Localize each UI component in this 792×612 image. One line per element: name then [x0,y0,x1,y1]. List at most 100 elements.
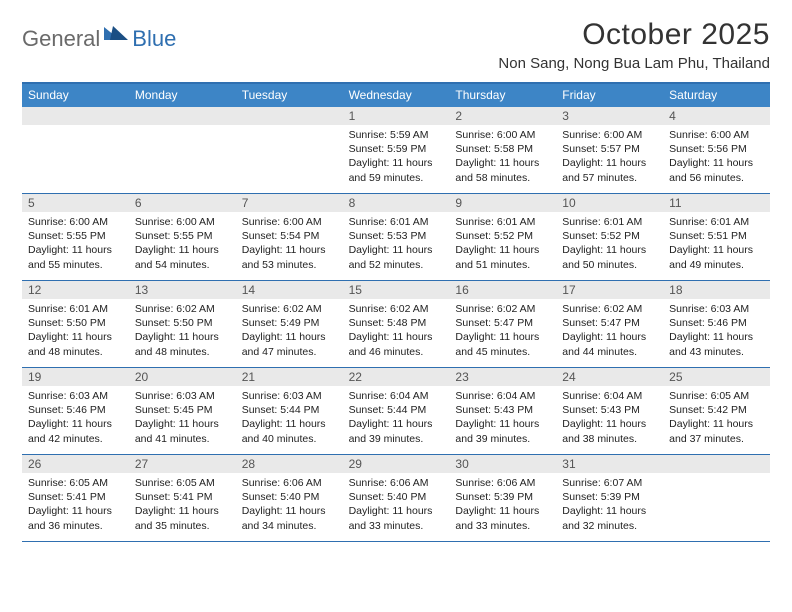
calendar-day-cell: 27Sunrise: 6:05 AMSunset: 5:41 PMDayligh… [129,455,236,541]
sunrise-line: Sunrise: 6:00 AM [28,215,123,229]
day-number: 26 [22,455,129,473]
sunset-line: Sunset: 5:42 PM [669,403,764,417]
daylight-line: Daylight: 11 hours and 54 minutes. [135,243,230,271]
sunset-line: Sunset: 5:41 PM [135,490,230,504]
day-details: Sunrise: 6:03 AMSunset: 5:46 PMDaylight:… [663,299,770,363]
sunrise-line: Sunrise: 6:02 AM [455,302,550,316]
calendar-day-cell: 5Sunrise: 6:00 AMSunset: 5:55 PMDaylight… [22,194,129,280]
sunset-line: Sunset: 5:58 PM [455,142,550,156]
calendar-day-cell: 12Sunrise: 6:01 AMSunset: 5:50 PMDayligh… [22,281,129,367]
day-number: 20 [129,368,236,386]
day-number: 19 [22,368,129,386]
sunset-line: Sunset: 5:53 PM [349,229,444,243]
month-title: October 2025 [498,18,770,52]
weekday-header: Tuesday [236,84,343,107]
day-details: Sunrise: 6:02 AMSunset: 5:47 PMDaylight:… [449,299,556,363]
day-details [663,473,770,480]
calendar-day-cell: 29 Sunrise: 6:06 AMSunset: 5:40 PMDayligh… [343,455,450,541]
day-number: 18 [663,281,770,299]
sunrise-line: Sunrise: 6:03 AM [28,389,123,403]
sunrise-line: Sunrise: 6:05 AM [669,389,764,403]
sunset-line: Sunset: 5:49 PM [242,316,337,330]
day-number: 6 [129,194,236,212]
daylight-line: Daylight: 11 hours and 57 minutes. [562,156,657,184]
day-number [663,455,770,473]
daylight-line: Daylight: 11 hours and 33 minutes. [349,504,444,532]
day-details: Sunrise: 6:01 AMSunset: 5:52 PMDaylight:… [449,212,556,276]
calendar-day-cell [663,455,770,541]
sunrise-line: Sunrise: 6:01 AM [349,215,444,229]
day-number: 13 [129,281,236,299]
day-details: Sunrise: 6:04 AMSunset: 5:43 PMDaylight:… [556,386,663,450]
day-details: Sunrise: 6:03 AMSunset: 5:46 PMDaylight:… [22,386,129,450]
sunrise-line: Sunrise: 6:05 AM [28,476,123,490]
weekday-header: Sunday [22,84,129,107]
day-number: 4 [663,107,770,125]
sunrise-line: Sunrise: 6:06 AM [349,476,444,490]
calendar-day-cell: 16Sunrise: 6:02 AMSunset: 5:47 PMDayligh… [449,281,556,367]
day-details: Sunrise: 6:05 AMSunset: 5:42 PMDaylight:… [663,386,770,450]
calendar-day-cell: 21Sunrise: 6:03 AMSunset: 5:44 PMDayligh… [236,368,343,454]
sunrise-line: Sunrise: 6:06 AM [455,476,550,490]
day-details: Sunrise: 6:01 AMSunset: 5:52 PMDaylight:… [556,212,663,276]
daylight-line: Daylight: 11 hours and 44 minutes. [562,330,657,358]
daylight-line: Daylight: 11 hours and 48 minutes. [135,330,230,358]
calendar-week-row: 1Sunrise: 5:59 AMSunset: 5:59 PMDaylight… [22,107,770,194]
weekday-header: Friday [556,84,663,107]
daylight-line: Daylight: 11 hours and 37 minutes. [669,417,764,445]
sunset-line: Sunset: 5:57 PM [562,142,657,156]
calendar-page: General Blue October 2025 Non Sang, Nong… [0,0,792,542]
day-details: Sunrise: 6:00 AMSunset: 5:56 PMDaylight:… [663,125,770,189]
calendar-day-cell: 14Sunrise: 6:02 AMSunset: 5:49 PMDayligh… [236,281,343,367]
day-details: Sunrise: 6:00 AMSunset: 5:55 PMDaylight:… [22,212,129,276]
sunset-line: Sunset: 5:55 PM [28,229,123,243]
day-details [22,125,129,132]
day-details: Sunrise: 6:00 AMSunset: 5:55 PMDaylight:… [129,212,236,276]
sunset-line: Sunset: 5:46 PM [669,316,764,330]
header: General Blue October 2025 Non Sang, Nong… [22,18,770,72]
daylight-line: Daylight: 11 hours and 47 minutes. [242,330,337,358]
sunrise-line: Sunrise: 6:01 AM [28,302,123,316]
sunset-line: Sunset: 5:40 PM [349,490,444,504]
sunset-line: Sunset: 5:41 PM [28,490,123,504]
daylight-line: Daylight: 11 hours and 39 minutes. [455,417,550,445]
calendar-day-cell [236,107,343,193]
calendar-day-cell: 25Sunrise: 6:05 AMSunset: 5:42 PMDayligh… [663,368,770,454]
sunset-line: Sunset: 5:47 PM [455,316,550,330]
calendar-day-cell: 30Sunrise: 6:06 AMSunset: 5:39 PMDayligh… [449,455,556,541]
daylight-line: Daylight: 11 hours and 58 minutes. [455,156,550,184]
brand-logo: General Blue [22,18,176,53]
day-number: 17 [556,281,663,299]
daylight-line: Daylight: 11 hours and 42 minutes. [28,417,123,445]
daylight-line: Daylight: 11 hours and 35 minutes. [135,504,230,532]
calendar-day-cell: 8Sunrise: 6:01 AMSunset: 5:53 PMDaylight… [343,194,450,280]
calendar-grid: SundayMondayTuesdayWednesdayThursdayFrid… [22,82,770,542]
day-number: 31 [556,455,663,473]
sunset-line: Sunset: 5:43 PM [455,403,550,417]
day-details: Sunrise: 6:04 AMSunset: 5:44 PMDaylight:… [343,386,450,450]
sunrise-line: Sunrise: 6:06 AM [242,476,337,490]
sunrise-line: Sunrise: 6:00 AM [455,128,550,142]
day-number: 30 [449,455,556,473]
sunrise-line: Sunrise: 6:01 AM [455,215,550,229]
day-number [129,107,236,125]
weekday-header: Saturday [663,84,770,107]
day-number [236,107,343,125]
calendar-day-cell [129,107,236,193]
daylight-line: Daylight: 11 hours and 34 minutes. [242,504,337,532]
day-number: 29 [343,455,450,473]
daylight-line: Daylight: 11 hours and 46 minutes. [349,330,444,358]
sunrise-line: Sunrise: 6:01 AM [669,215,764,229]
daylight-line: Daylight: 11 hours and 38 minutes. [562,417,657,445]
day-number: 27 [129,455,236,473]
day-details: Sunrise: 6:00 AMSunset: 5:57 PMDaylight:… [556,125,663,189]
weekday-header-row: SundayMondayTuesdayWednesdayThursdayFrid… [22,84,770,107]
day-number: 15 [343,281,450,299]
day-number: 28 [236,455,343,473]
day-details: Sunrise: 6:06 AMSunset: 5:39 PMDaylight:… [449,473,556,537]
sunrise-line: Sunrise: 6:03 AM [669,302,764,316]
calendar-day-cell: 13Sunrise: 6:02 AMSunset: 5:50 PMDayligh… [129,281,236,367]
sunrise-line: Sunrise: 5:59 AM [349,128,444,142]
sunset-line: Sunset: 5:50 PM [28,316,123,330]
sunset-line: Sunset: 5:56 PM [669,142,764,156]
